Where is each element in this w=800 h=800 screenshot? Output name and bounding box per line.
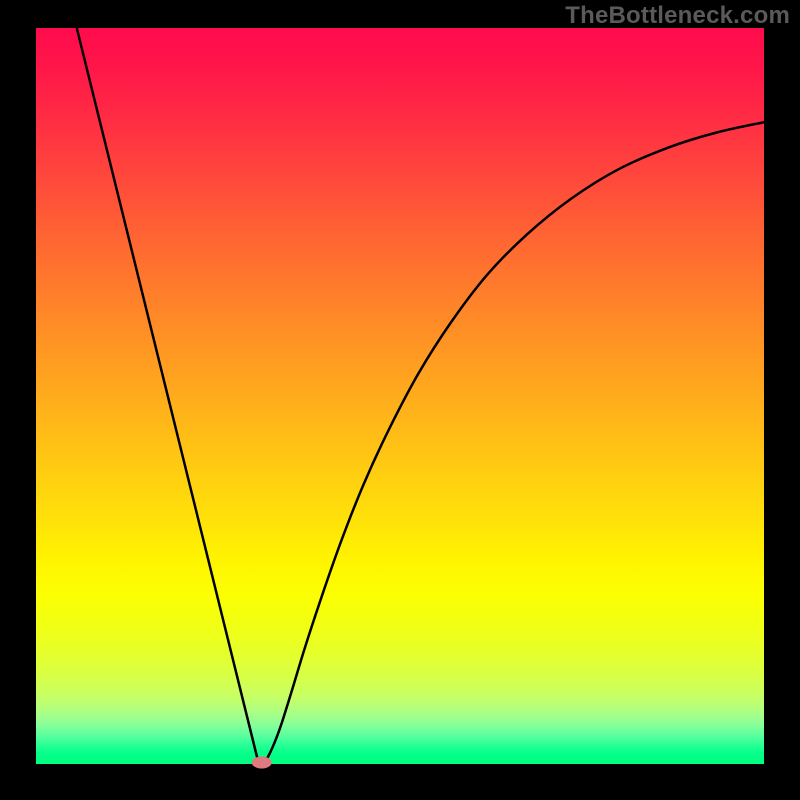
watermark-text: TheBottleneck.com [565,2,790,30]
plot-background [36,28,764,764]
bottleneck-chart [0,0,800,800]
chart-container: TheBottleneck.com [0,0,800,800]
optimum-marker [252,757,272,769]
